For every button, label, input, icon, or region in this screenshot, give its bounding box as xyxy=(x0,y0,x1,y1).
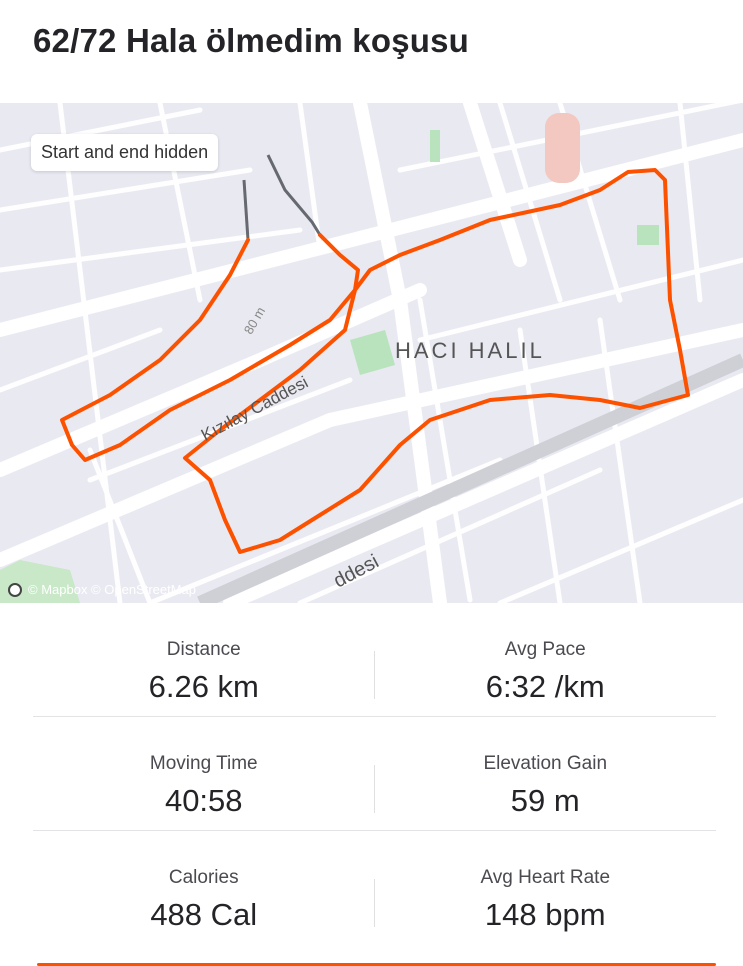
stat-moving-time: Moving Time 40:58 xyxy=(149,753,258,818)
privacy-label: Start and end hidden xyxy=(31,134,219,171)
divider xyxy=(374,765,375,813)
stat-distance: Distance 6.26 km xyxy=(148,639,259,704)
road xyxy=(0,283,427,477)
stats-grid: Distance 6.26 km Avg Pace 6:32 /km Moving … xyxy=(33,603,716,944)
route-map[interactable]: Start and end hidden HACI HALIL Kızılay … xyxy=(0,103,743,603)
divider xyxy=(374,879,375,927)
stat-calories: Calories 488 Cal xyxy=(150,867,258,932)
railway xyxy=(197,353,743,603)
route-line xyxy=(60,168,690,554)
map-canvas xyxy=(0,103,743,603)
mapbox-logo-icon xyxy=(8,582,22,597)
divider xyxy=(374,651,375,699)
hidden-route-end xyxy=(266,154,322,236)
map-attribution[interactable]: © Mapbox © OpenStreetMap xyxy=(8,582,196,597)
road xyxy=(223,373,743,603)
road xyxy=(0,133,743,337)
hidden-route-start xyxy=(242,179,250,241)
stat-avg-pace: Avg Pace 6:32 /km xyxy=(485,639,605,704)
accent-bar xyxy=(37,963,716,966)
stat-avg-heart-rate: Avg Heart Rate 148 bpm xyxy=(480,867,611,932)
activity-title: 62/72 Hala ölmedim koşusu xyxy=(33,22,470,59)
stats-row: Moving Time 40:58 Elevation Gain 59 m xyxy=(33,717,716,831)
stat-elevation-gain: Elevation Gain 59 m xyxy=(483,753,608,818)
road xyxy=(463,103,527,267)
stats-row: Calories 488 Cal Avg Heart Rate 148 bpm xyxy=(33,831,716,944)
stats-row: Distance 6.26 km Avg Pace 6:32 /km xyxy=(33,603,716,717)
stadium xyxy=(545,113,580,183)
district-label: HACI HALIL xyxy=(395,338,545,363)
park xyxy=(350,330,395,375)
